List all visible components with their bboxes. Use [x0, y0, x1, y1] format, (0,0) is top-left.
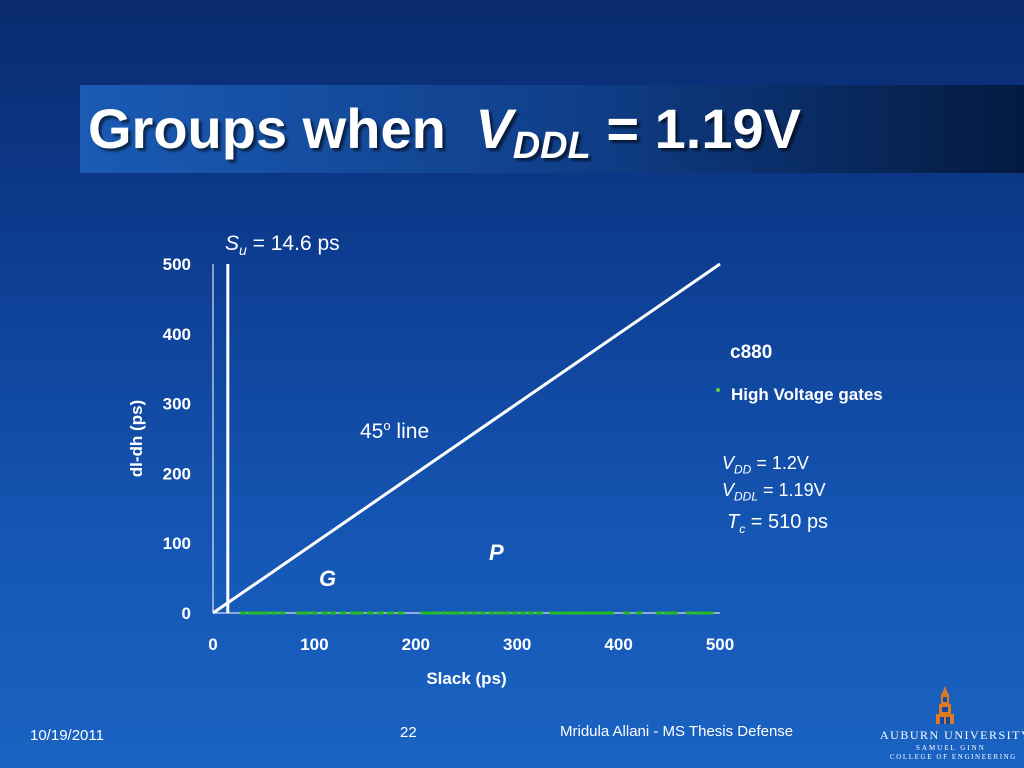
title-prefix: Groups when: [88, 97, 462, 160]
data-point: [447, 611, 455, 615]
data-point: [511, 611, 519, 615]
data-point: [590, 611, 598, 615]
data-point: [339, 611, 347, 615]
data-point: [549, 611, 557, 615]
data-point: [463, 611, 470, 615]
data-point: [420, 611, 428, 615]
data-point: [569, 611, 577, 615]
x-tick-label: 100: [300, 635, 328, 654]
y-tick-label: 0: [182, 604, 191, 623]
data-point: [670, 611, 678, 615]
title-subscript: DDL: [512, 125, 591, 167]
vdd-value: VDD = 1.2V: [722, 453, 809, 477]
vddl-value: VDDL = 1.19V: [722, 480, 826, 504]
logo-name: AUBURN UNIVERSITY: [880, 728, 1024, 742]
y-tick-label: 500: [163, 255, 191, 274]
data-point: [239, 611, 247, 615]
data-point: [635, 611, 643, 615]
data-point: [262, 611, 270, 615]
slide-title: Groups when VDDL = 1.19V: [88, 96, 801, 168]
data-point: [440, 611, 448, 615]
data-points: [239, 611, 714, 615]
data-point: [270, 611, 278, 615]
auburn-tower-icon: [936, 686, 954, 724]
data-point: [479, 611, 487, 615]
data-point: [623, 611, 631, 615]
footer-date: 10/19/2011: [30, 727, 104, 744]
data-point: [586, 611, 594, 615]
data-point: [706, 611, 714, 615]
data-point: [255, 611, 263, 615]
data-point: [582, 611, 590, 615]
chart-labels: 45o line Su = 14.6 ps P G: [225, 232, 504, 591]
su-label: Su = 14.6 ps: [225, 232, 340, 258]
data-point: [295, 611, 303, 615]
data-point: [356, 611, 364, 615]
data-point: [536, 611, 544, 615]
data-point: [503, 611, 511, 615]
x-tick-label: 500: [706, 635, 734, 654]
y-axis-label: dl-dh (ps): [127, 400, 146, 477]
data-point: [606, 611, 614, 615]
data-point: [278, 611, 286, 615]
data-point: [302, 611, 310, 615]
circuit-name: c880: [730, 342, 773, 363]
data-point: [329, 611, 337, 615]
data-point: [527, 611, 535, 615]
data-point: [598, 611, 606, 615]
region-label-g: G: [319, 566, 336, 591]
legend-bullet-text: High Voltage gates: [731, 385, 883, 404]
data-point: [562, 611, 570, 615]
y-tick-label: 300: [163, 395, 191, 414]
chart-axes: 0 100 200 300 400 500 0 100 200 300 400 500 Slack (p…: [127, 255, 734, 688]
data-point: [488, 611, 496, 615]
diagonal-45-line: [212, 262, 721, 615]
university-logo: AUBURN UNIVERSITY SAMUEL GINN COLLEGE OF…: [874, 686, 1024, 766]
x-tick-label: 200: [402, 635, 430, 654]
data-point: [663, 611, 671, 615]
y-tick-label: 100: [163, 534, 191, 553]
title-variable: VDDL: [475, 97, 591, 167]
data-point: [655, 611, 663, 615]
data-point: [432, 611, 440, 615]
data-point: [686, 611, 694, 615]
data-point: [519, 611, 527, 615]
title-band: [80, 85, 1024, 173]
data-point: [386, 611, 394, 615]
bullet-icon: [716, 388, 720, 392]
tc-value: Tc = 510 ps: [727, 511, 829, 536]
data-point: [397, 611, 405, 615]
data-point: [496, 611, 504, 615]
data-point: [321, 611, 329, 615]
region-label-p: P: [489, 540, 504, 565]
x-tick-label: 0: [208, 635, 217, 654]
title-suffix: = 1.19V: [590, 97, 801, 160]
y-tick-label: 200: [163, 464, 191, 483]
data-point: [471, 611, 479, 615]
data-point: [349, 611, 357, 615]
data-point: [426, 611, 434, 615]
logo-line-1: SAMUEL GINN: [916, 744, 986, 752]
data-point: [454, 611, 462, 615]
x-tick-label: 400: [604, 635, 632, 654]
logo-line-2: COLLEGE OF ENGINEERING: [890, 753, 1017, 761]
data-point: [310, 611, 318, 615]
footer-author: Mridula Allani - MS Thesis Defense: [560, 723, 794, 740]
data-point: [576, 611, 584, 615]
data-point: [248, 611, 256, 615]
x-tick-label: 300: [503, 635, 531, 654]
data-point: [376, 611, 384, 615]
data-point: [701, 611, 709, 615]
data-point: [366, 611, 374, 615]
reference-lines: [212, 262, 721, 615]
footer-page-number: 22: [400, 724, 417, 741]
data-point: [694, 611, 702, 615]
data-point: [602, 611, 610, 615]
x-axis-label: Slack (ps): [426, 669, 506, 688]
data-point: [556, 611, 564, 615]
diagonal-line-label: 45o line: [360, 418, 429, 443]
y-tick-label: 400: [163, 325, 191, 344]
data-point: [594, 611, 602, 615]
